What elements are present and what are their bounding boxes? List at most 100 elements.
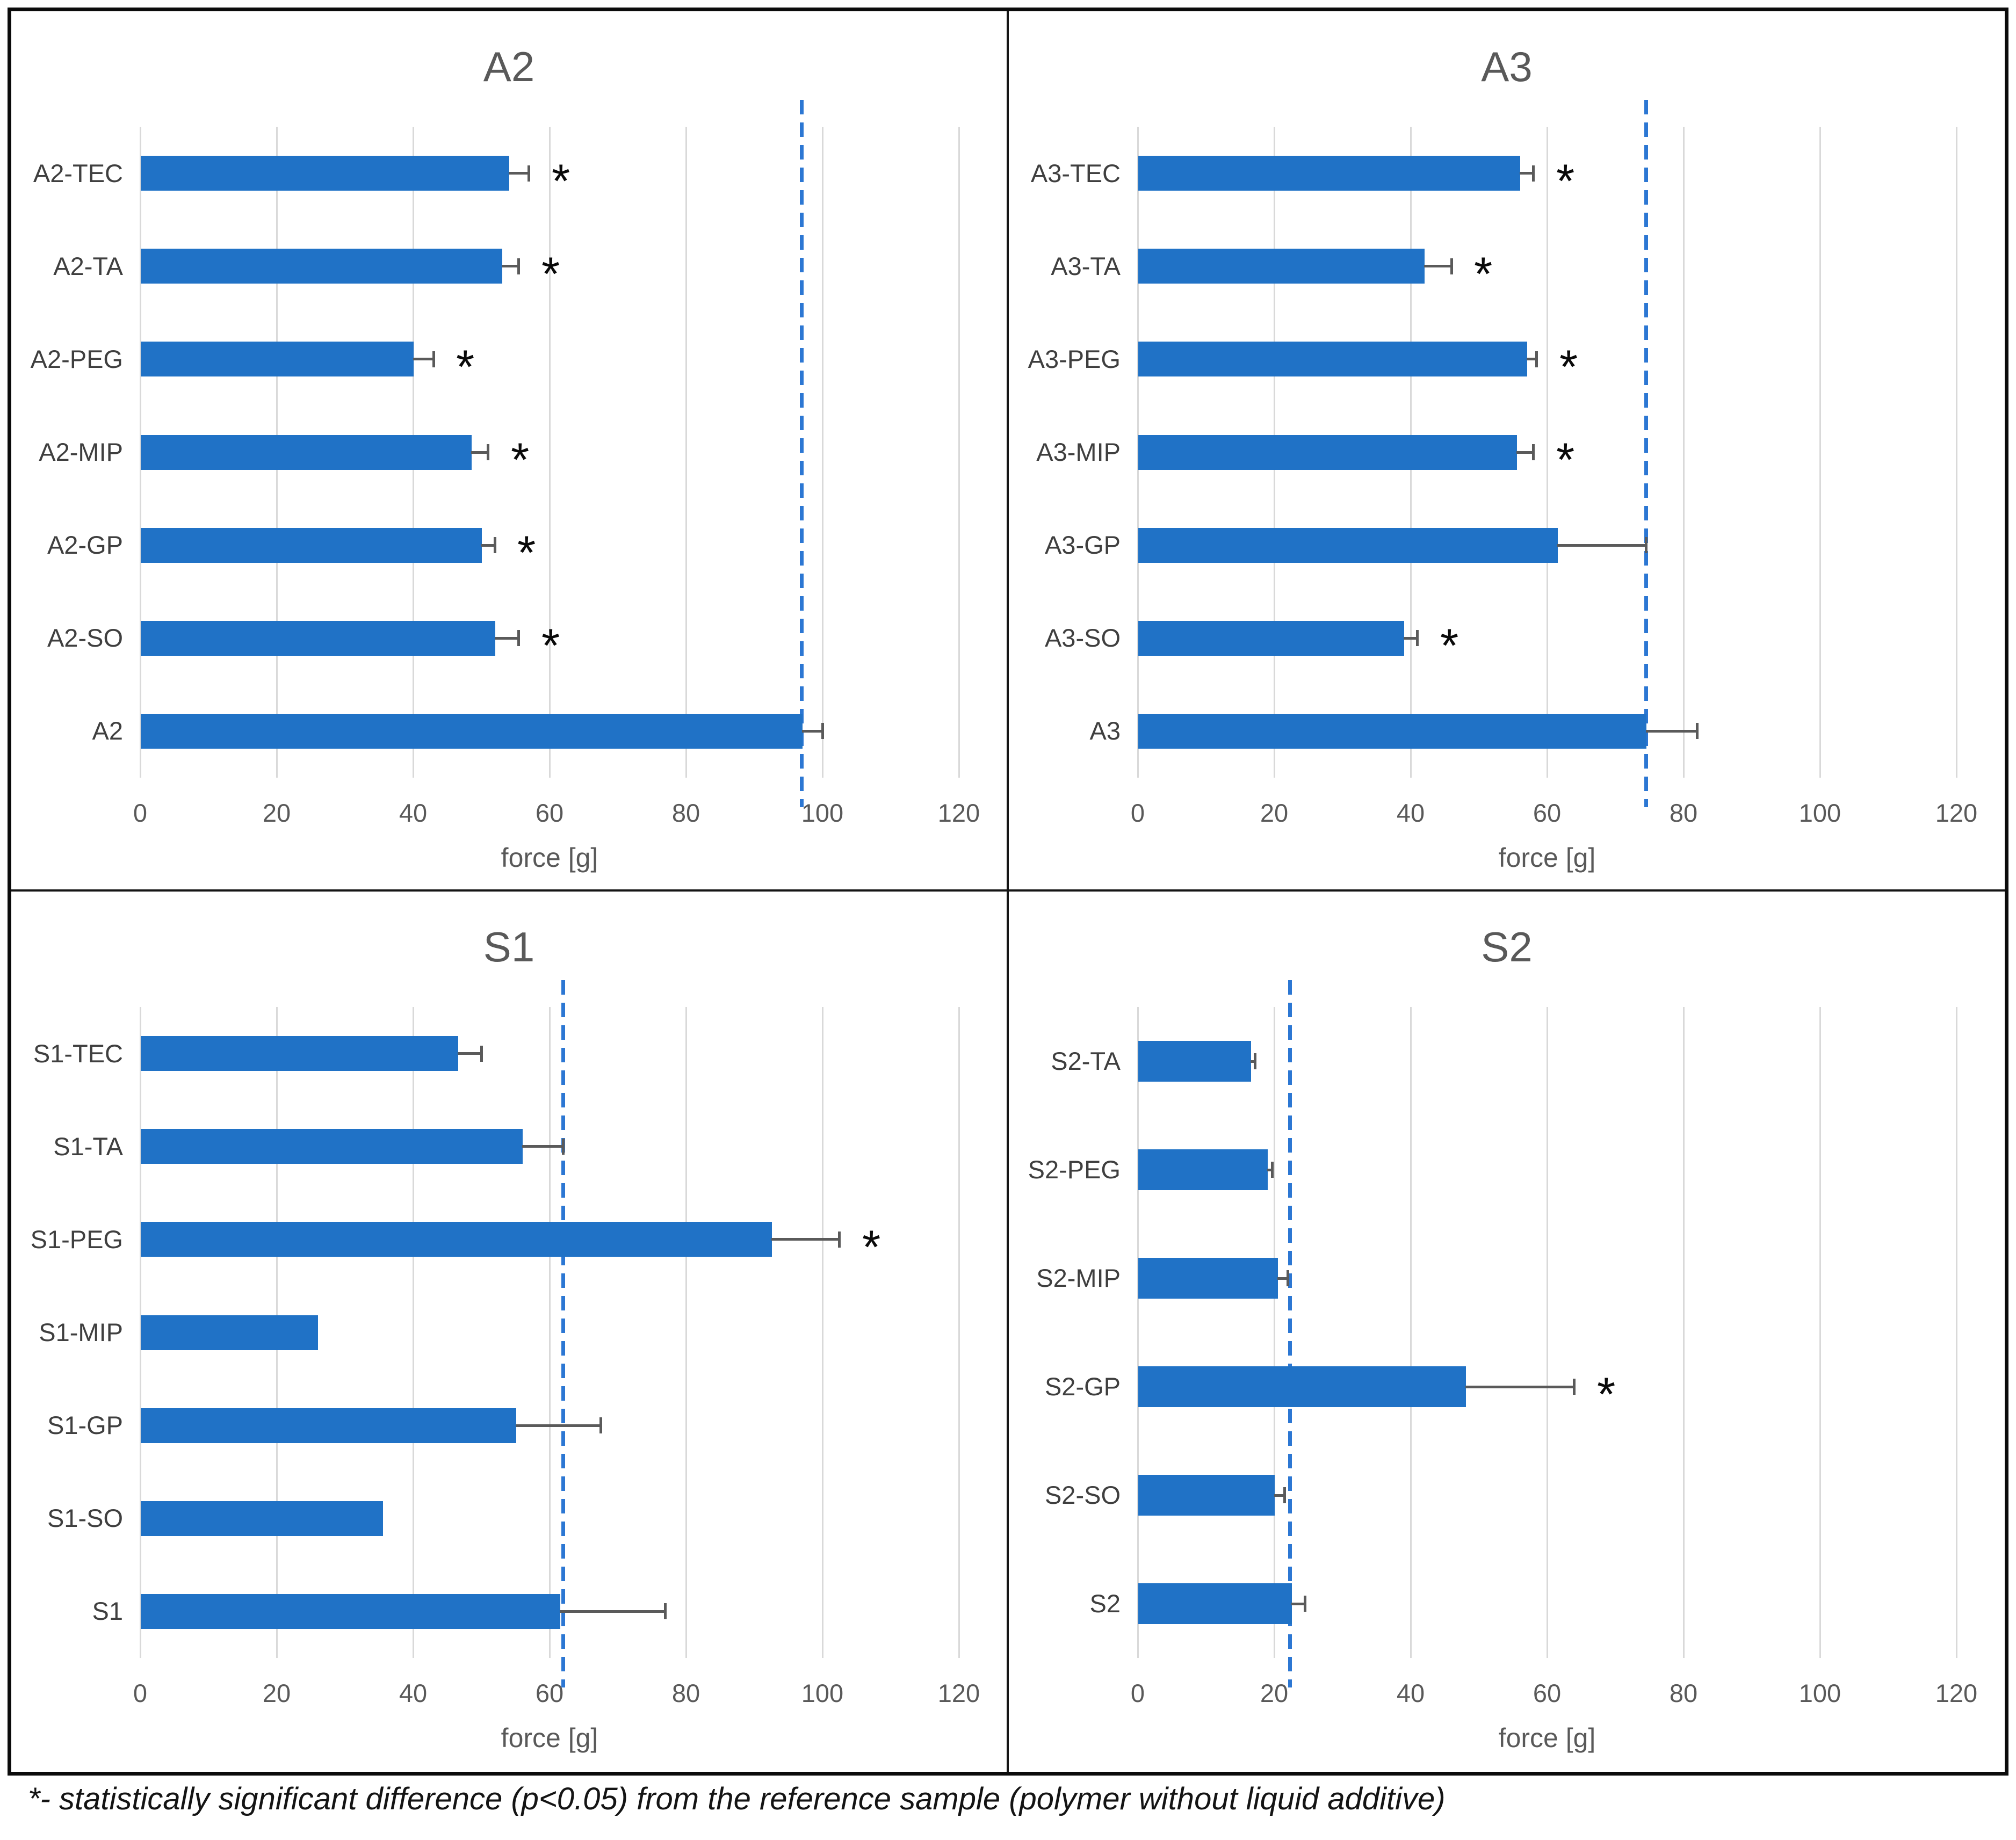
error-bar-cap (664, 1603, 667, 1619)
figure-border: A2 A2-TEC * A2-TA * A2-PEG * A2-MIP * A2-GP * A2-SO… (8, 8, 2008, 1776)
error-bar-line (495, 637, 518, 640)
x-tick-label: 120 (1935, 1679, 1978, 1707)
gridline (1410, 1007, 1412, 1658)
category-label: S1-TEC (33, 1039, 123, 1068)
category-label: S1-SO (47, 1504, 123, 1532)
error-bar-line (516, 1424, 601, 1427)
category-label: S1-TA (53, 1132, 123, 1161)
error-bar-cap (838, 1232, 841, 1248)
category-label: S1-GP (47, 1411, 123, 1439)
error-bar-cap (1573, 1379, 1576, 1395)
plot-area (1137, 1007, 1980, 1658)
data-bar (141, 714, 803, 749)
data-bar (1138, 621, 1404, 656)
data-bar (141, 249, 502, 284)
x-tick-label: 0 (133, 1679, 148, 1707)
category-label: S1 (92, 1597, 124, 1625)
x-tick-label: 20 (262, 799, 291, 827)
data-bar (141, 342, 414, 376)
error-bar-cap (480, 1046, 483, 1062)
x-axis-label: force [g] (501, 1723, 598, 1753)
data-bar (1138, 342, 1527, 376)
gridline (1137, 127, 1139, 778)
gridline (822, 1007, 823, 1658)
significance-asterisk: * (1474, 247, 1493, 300)
x-tick-label: 60 (535, 1679, 564, 1707)
x-tick-label: 100 (1798, 799, 1841, 827)
error-bar-line (1274, 1494, 1284, 1497)
x-tick-label: 40 (1396, 1679, 1425, 1707)
x-tick-label: 80 (671, 799, 700, 827)
error-bar-line (1465, 1386, 1574, 1388)
footnote: *- statistically significant difference … (28, 1781, 1446, 1816)
error-bar-cap (562, 1139, 565, 1155)
category-label: S2-MIP (1036, 1264, 1121, 1292)
error-bar-line (413, 358, 433, 360)
data-bar (1138, 528, 1558, 563)
category-label: S2-GP (1044, 1372, 1121, 1401)
error-bar-line (1527, 358, 1537, 360)
x-tick-label: 0 (133, 799, 148, 827)
x-tick-label: 0 (1130, 799, 1145, 827)
error-bar-line (560, 1610, 666, 1613)
error-bar-line (1424, 265, 1451, 267)
error-bar-cap (487, 444, 489, 460)
gridline (1137, 1007, 1139, 1658)
chart-panel-bottom-left: S1 S1-TEC S1-TA S1-PEG * S1-MIP S1-GP S1-SO S1 0 2… (11, 892, 1007, 1772)
category-label: A2-GP (47, 531, 123, 559)
error-bar-cap (1287, 1270, 1289, 1286)
x-tick-label: 40 (399, 1679, 428, 1707)
data-bar (141, 1594, 560, 1629)
reference-dashed-line (1288, 980, 1292, 1687)
data-bar (1138, 435, 1517, 470)
category-label: S2-TA (1051, 1047, 1121, 1075)
error-bar-line (1267, 1169, 1272, 1171)
reference-dashed-line (800, 100, 804, 807)
data-bar (141, 1129, 523, 1164)
gridline (1547, 127, 1548, 778)
category-label: S2 (1089, 1589, 1121, 1618)
category-label: S1-MIP (39, 1318, 123, 1346)
error-bar-line (1251, 1060, 1255, 1063)
x-axis-label: force [g] (1498, 1723, 1596, 1753)
significance-asterisk: * (552, 154, 570, 207)
significance-asterisk: * (541, 247, 560, 300)
significance-asterisk: * (517, 526, 536, 579)
data-bar (141, 156, 509, 191)
category-label: A3-GP (1044, 531, 1121, 559)
error-bar-cap (1535, 351, 1538, 367)
x-tick-label: 20 (1260, 1679, 1289, 1707)
error-bar-line (1516, 451, 1534, 454)
error-bar-cap (432, 351, 435, 367)
error-bar-cap (1271, 1162, 1274, 1178)
significance-asterisk: * (862, 1220, 881, 1273)
error-bar-cap (1283, 1487, 1286, 1503)
gridline (958, 1007, 960, 1658)
data-bar (141, 621, 495, 656)
data-bar (141, 1315, 318, 1350)
chart-panel-top-left: A2 A2-TEC * A2-TA * A2-PEG * A2-MIP * A2-GP * A2-SO… (11, 11, 1007, 889)
x-tick-label: 100 (801, 1679, 844, 1707)
gridline (1683, 1007, 1685, 1658)
gridline (140, 127, 141, 778)
x-tick-label: 60 (1533, 799, 1562, 827)
category-label: A2-TEC (33, 159, 123, 187)
data-bar (1138, 249, 1425, 284)
data-bar (141, 435, 472, 470)
category-label: A3 (1089, 716, 1121, 745)
chart-title: A3 (1481, 43, 1533, 90)
error-bar-line (1291, 1603, 1305, 1605)
gridline (685, 1007, 687, 1658)
error-bar-line (522, 1145, 563, 1148)
error-bar-cap (517, 630, 520, 646)
category-label: A3-SO (1044, 624, 1121, 652)
x-tick-label: 80 (1669, 799, 1698, 827)
category-label: S1-PEG (30, 1225, 123, 1254)
significance-asterisk: * (541, 619, 560, 672)
panel-divider-horizontal (11, 889, 2005, 892)
gridline (958, 127, 960, 778)
significance-asterisk: * (511, 433, 530, 486)
data-bar (141, 1501, 383, 1536)
x-tick-label: 40 (1396, 799, 1425, 827)
significance-asterisk: * (1559, 340, 1578, 393)
